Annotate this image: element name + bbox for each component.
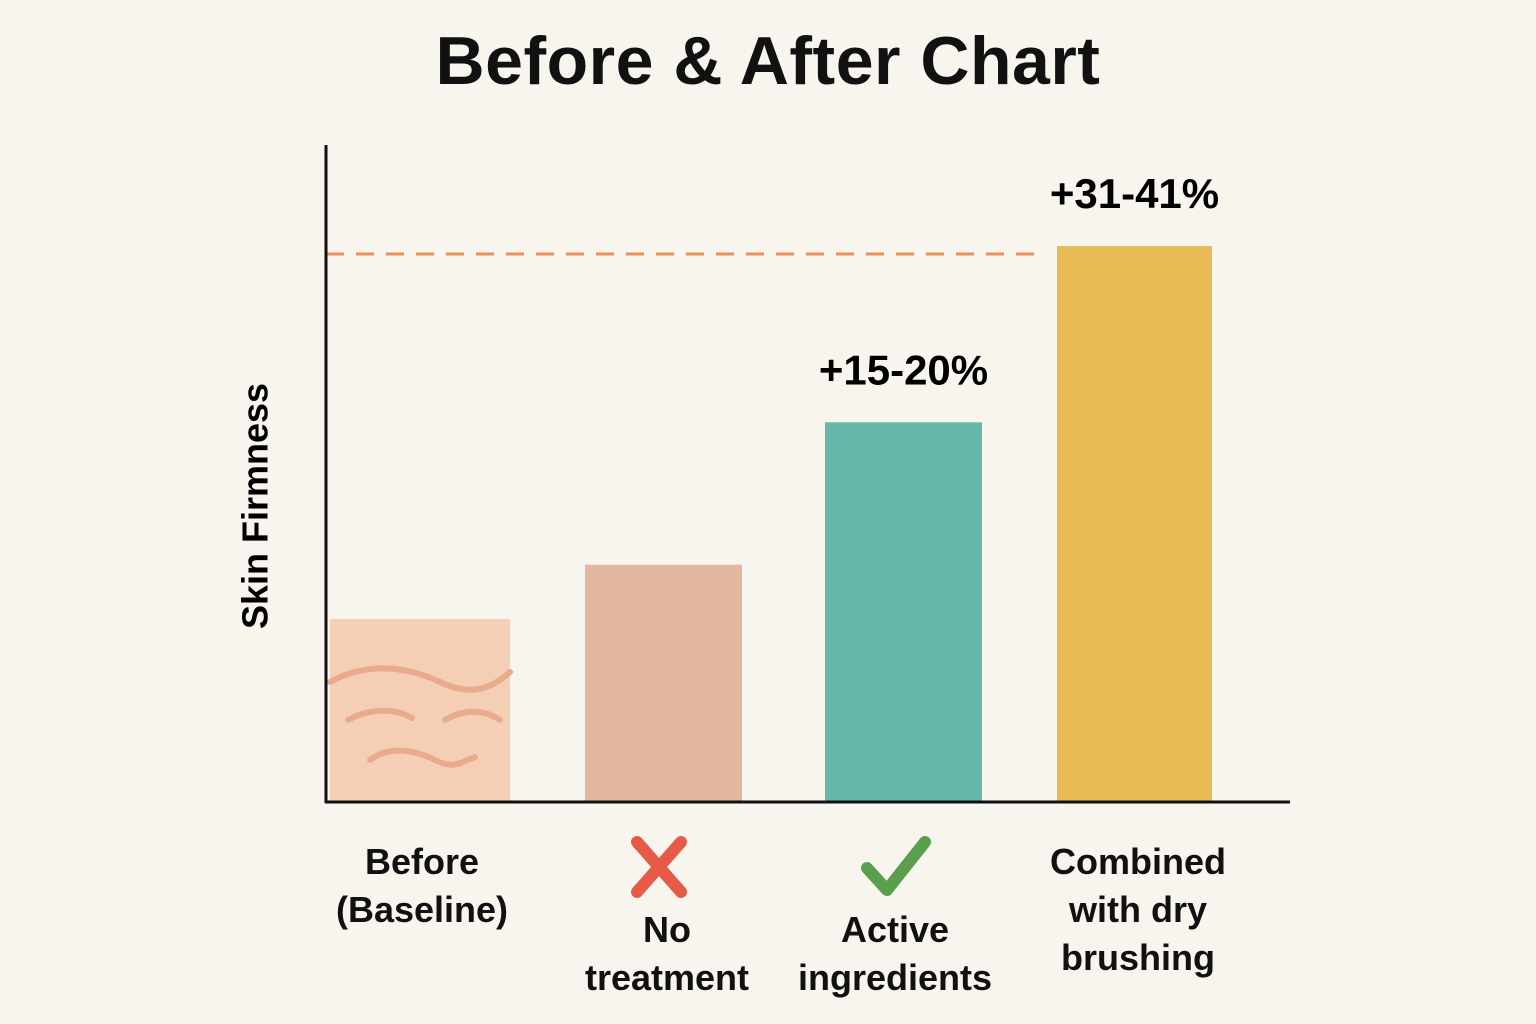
category-label-no-treatment: No treatment (552, 906, 782, 1002)
y-axis-label: Skin Firmness (235, 383, 276, 629)
category-label-line: Before (364, 841, 480, 882)
bar-no-treatment (585, 564, 742, 802)
category-label-line: (Baseline) (335, 889, 509, 930)
category-label-line: Active (840, 909, 950, 950)
data-label-combined-with-dry-brushing: +31-41% (1050, 170, 1219, 217)
category-label-before-baseline: Before (Baseline) (307, 838, 537, 934)
check-icon (861, 836, 931, 896)
category-label-line: with dry (1068, 889, 1207, 930)
category-label-line: No (643, 909, 691, 950)
category-label-line: treatment (584, 957, 750, 998)
wrinkle-pattern (327, 665, 513, 768)
chart-title: Before & After Chart (435, 23, 1101, 99)
bar-combined-with-dry-brushing (1057, 246, 1212, 803)
data-label-active-ingredients: +15-20% (819, 346, 988, 393)
category-label-active-ingredients: Active ingredients (780, 906, 1010, 1002)
category-label-line: Combined (1050, 841, 1226, 882)
category-label-combined-with-dry-brushing: Combined with dry brushing (1023, 838, 1253, 982)
category-label-line: ingredients (797, 957, 993, 998)
category-label-line: brushing (1061, 937, 1215, 978)
cross-icon (631, 836, 687, 898)
bar-active-ingredients (825, 422, 982, 802)
